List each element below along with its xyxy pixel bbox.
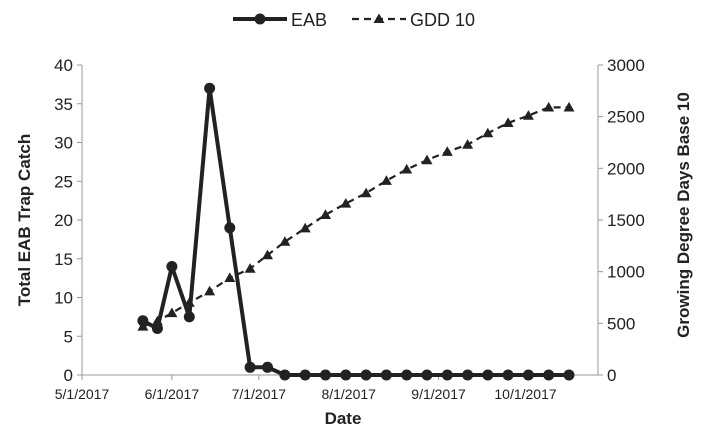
- eab-point: [380, 369, 392, 381]
- eab-point: [522, 369, 534, 381]
- eab-point: [401, 369, 413, 381]
- gdd-point: [380, 175, 392, 185]
- gdd-point: [441, 146, 453, 156]
- y-tick-label: 20: [54, 211, 73, 230]
- legend-eab-marker: [254, 13, 266, 25]
- gdd-point: [360, 187, 372, 198]
- gdd-point: [299, 222, 311, 233]
- y-axis-title: Total EAB Trap Catch: [15, 134, 34, 307]
- y-tick-label: 5: [64, 327, 73, 346]
- eab-point: [421, 369, 433, 381]
- y-tick-label: 35: [54, 95, 73, 114]
- eab-point: [166, 261, 178, 272]
- x-tick-label: 10/1/2017: [494, 386, 556, 402]
- eab-point: [543, 369, 555, 381]
- eab-point: [224, 222, 236, 234]
- eab-point: [502, 369, 514, 381]
- gdd-point: [166, 307, 178, 318]
- y-tick-label: 10: [54, 289, 73, 308]
- eab-series: [137, 82, 575, 381]
- x-tick-label: 8/1/2017: [321, 386, 376, 402]
- gdd-point: [522, 110, 534, 120]
- y2-tick-label: 0: [607, 366, 616, 385]
- y2-tick-label: 1000: [607, 263, 645, 282]
- eab-point: [151, 323, 163, 334]
- gdd-point: [204, 285, 216, 296]
- x-tick-label: 7/1/2017: [232, 386, 287, 402]
- eab-point: [563, 369, 575, 381]
- y2-tick-label: 2000: [607, 159, 645, 178]
- gdd-point: [244, 263, 256, 273]
- y-tick-label: 40: [54, 56, 73, 75]
- eab-line: [141, 86, 569, 377]
- eab-point: [204, 82, 216, 94]
- legend: EAB GDD 10: [233, 10, 475, 30]
- y2-tick-label: 3000: [607, 56, 645, 75]
- gdd-point: [340, 198, 352, 208]
- gdd-point: [262, 249, 273, 260]
- gdd-point: [224, 272, 236, 282]
- gdd-point: [279, 236, 291, 246]
- eab-point: [441, 369, 453, 381]
- eab-point: [279, 369, 291, 381]
- y2-tick-label: 1500: [607, 211, 645, 230]
- y2-tick-label: 2500: [607, 108, 645, 127]
- gdd-point: [462, 139, 474, 149]
- gdd-point: [401, 163, 413, 174]
- x-tick-label: 6/1/2017: [145, 386, 200, 402]
- eab-point: [183, 311, 195, 323]
- gdd-point: [320, 209, 331, 219]
- eab-point: [137, 315, 149, 327]
- eab-point: [262, 361, 273, 373]
- gdd-point: [482, 127, 494, 138]
- eab-point: [462, 369, 474, 381]
- legend-eab-label: EAB: [291, 10, 327, 30]
- y2-axis-title: Growing Degree Days Base 10: [674, 92, 693, 338]
- eab-point: [360, 369, 372, 381]
- gdd-point: [421, 154, 433, 165]
- gdd-point: [543, 101, 555, 112]
- eab-point: [299, 369, 311, 381]
- y-tick-label: 15: [54, 250, 73, 269]
- legend-gdd-label: GDD 10: [410, 10, 475, 30]
- y-tick-label: 30: [54, 134, 73, 153]
- y2-tick-label: 500: [607, 314, 635, 333]
- x-tick-label: 5/1/2017: [55, 386, 110, 402]
- y-tick-label: 25: [54, 172, 73, 191]
- legend-gdd-marker: [373, 13, 385, 23]
- x-axis-title: Date: [325, 409, 362, 428]
- gdd-point: [502, 117, 514, 127]
- eab-point: [244, 361, 256, 373]
- gdd-series: [137, 101, 575, 331]
- x-tick-label: 9/1/2017: [411, 386, 466, 402]
- y-tick-label: 0: [64, 366, 73, 385]
- gdd-point: [563, 101, 575, 112]
- eab-point: [482, 369, 494, 381]
- eab-point: [340, 369, 352, 381]
- eab-point: [320, 369, 331, 381]
